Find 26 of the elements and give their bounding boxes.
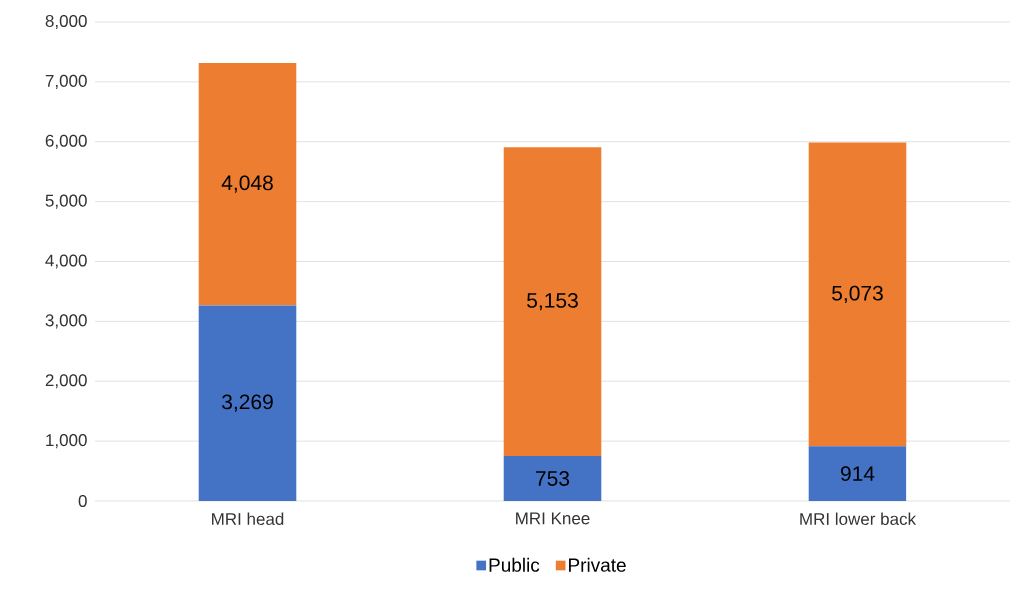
y-tick-label: 3,000 (45, 314, 87, 329)
legend-label: Private (569, 557, 626, 572)
y-tick-label: 0 (78, 494, 87, 508)
x-tick-label: MRI head (212, 512, 284, 526)
data-label: 4,048 (221, 175, 273, 193)
bar (198, 62, 297, 306)
y-tick-label: 4,000 (45, 254, 87, 269)
data-label: 5,153 (527, 292, 578, 311)
y-tick-label: 2,000 (45, 374, 87, 389)
bar (198, 305, 297, 501)
y-tick-label: 1,000 (46, 434, 87, 449)
y-tick-label: 7,000 (45, 74, 87, 89)
x-tick-label: MRI Knee (516, 512, 590, 525)
bar (808, 142, 907, 447)
data-label: 3,269 (222, 394, 273, 412)
data-label: 5,073 (832, 285, 883, 304)
bar (503, 147, 602, 456)
legend-label: Public (489, 557, 540, 572)
x-tick-label: MRI lower back (800, 512, 917, 526)
bar (503, 455, 602, 501)
y-tick-label: 8,000 (45, 14, 87, 30)
y-tick-label: 5,000 (45, 194, 87, 209)
bar (808, 446, 907, 501)
y-tick-label: 6,000 (45, 134, 87, 149)
data-label: 914 (840, 466, 875, 482)
data-label: 753 (536, 471, 570, 486)
